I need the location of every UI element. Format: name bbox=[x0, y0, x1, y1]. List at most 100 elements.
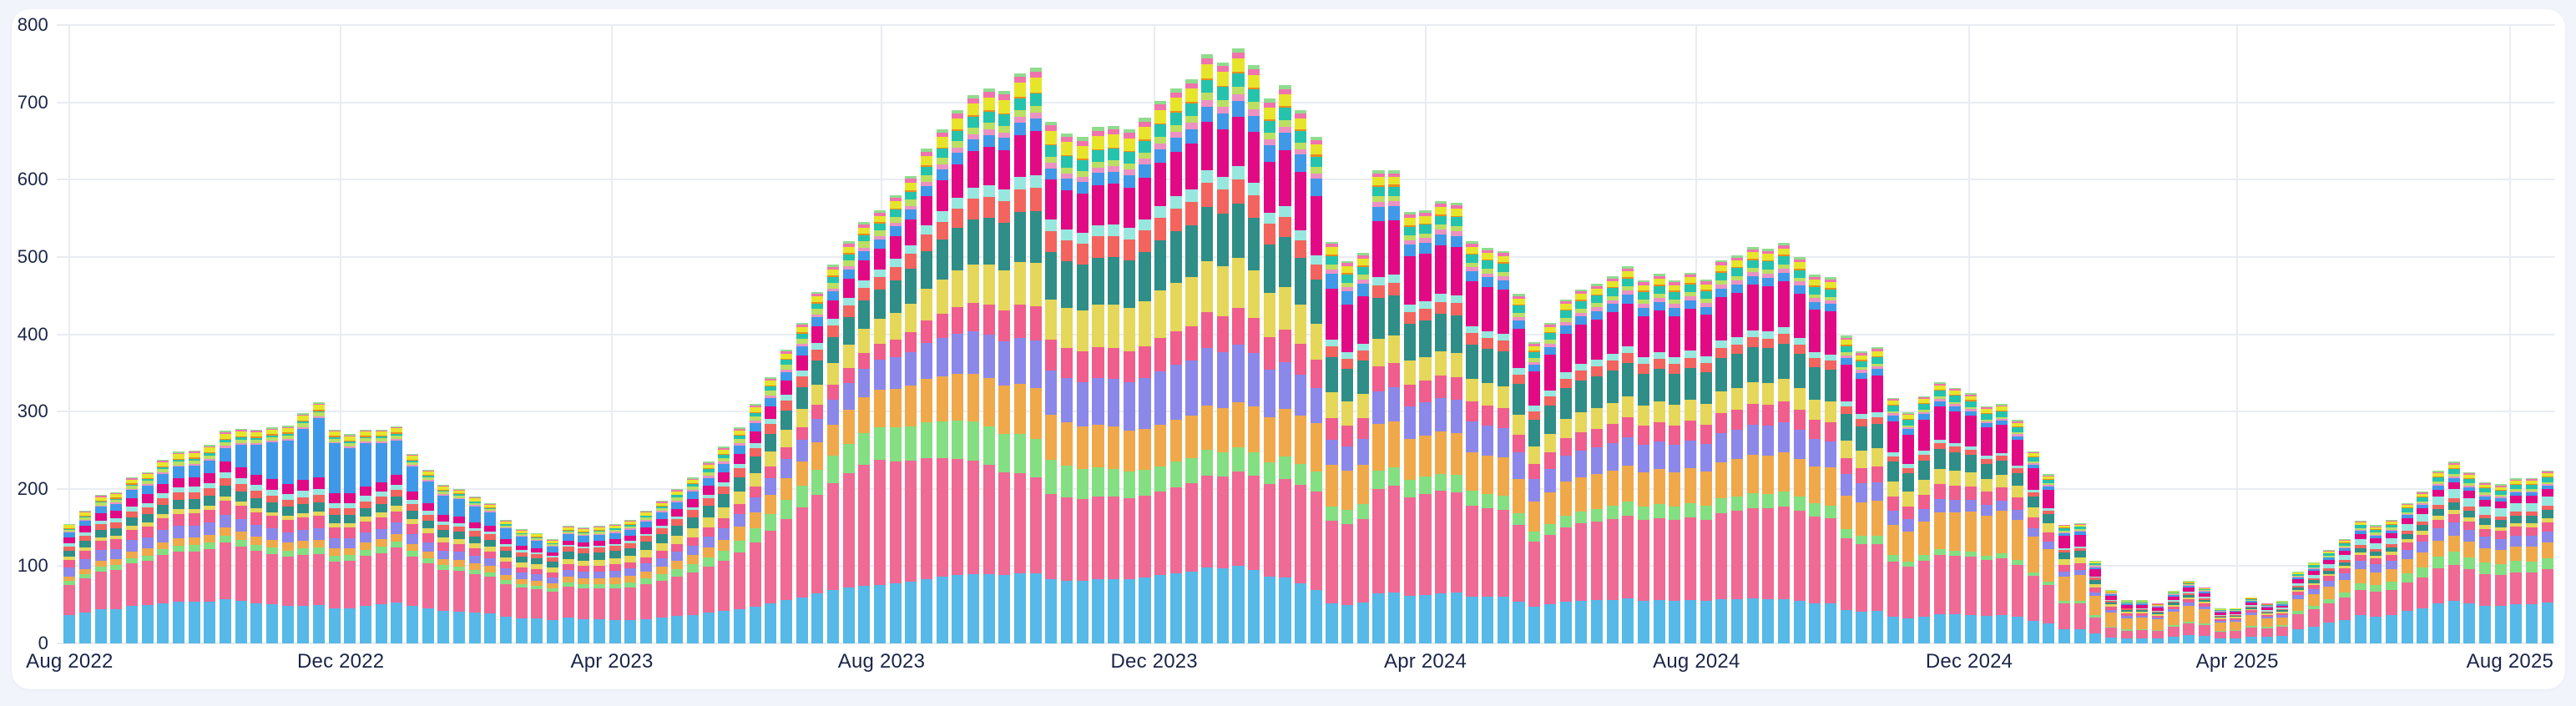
bar[interactable] bbox=[125, 477, 139, 643]
bar[interactable] bbox=[1653, 274, 1665, 643]
bar[interactable] bbox=[2183, 581, 2195, 643]
bar[interactable] bbox=[453, 488, 466, 643]
bar[interactable] bbox=[2073, 522, 2086, 643]
bar[interactable] bbox=[936, 129, 948, 643]
bar[interactable] bbox=[982, 88, 995, 643]
bar[interactable] bbox=[1310, 137, 1322, 643]
bar[interactable] bbox=[1762, 248, 1775, 643]
bar[interactable] bbox=[547, 539, 559, 643]
bar[interactable] bbox=[2136, 600, 2149, 643]
bar[interactable] bbox=[671, 488, 684, 643]
bar[interactable] bbox=[780, 350, 793, 643]
bar[interactable] bbox=[204, 445, 216, 643]
bar[interactable] bbox=[360, 429, 372, 643]
bar[interactable] bbox=[702, 461, 715, 643]
bar[interactable] bbox=[1793, 257, 1806, 643]
bar[interactable] bbox=[2214, 608, 2226, 643]
bar[interactable] bbox=[1887, 397, 1899, 643]
bar[interactable] bbox=[531, 532, 543, 643]
bar[interactable] bbox=[1637, 280, 1649, 643]
bar[interactable] bbox=[2385, 519, 2397, 643]
bar[interactable] bbox=[2354, 520, 2366, 643]
bar[interactable] bbox=[624, 519, 637, 643]
bar[interactable] bbox=[1279, 85, 1291, 643]
bar[interactable] bbox=[765, 376, 777, 643]
bar[interactable] bbox=[1201, 54, 1214, 643]
bar[interactable] bbox=[749, 404, 761, 643]
bar[interactable] bbox=[1996, 404, 2008, 643]
bar[interactable] bbox=[188, 450, 200, 643]
bar[interactable] bbox=[1232, 48, 1245, 643]
bar[interactable] bbox=[827, 265, 840, 643]
bar[interactable] bbox=[1871, 347, 1883, 643]
bar[interactable] bbox=[219, 431, 232, 643]
bar[interactable] bbox=[1933, 381, 1946, 643]
bar[interactable] bbox=[1154, 100, 1167, 643]
bar[interactable] bbox=[391, 426, 403, 643]
bar[interactable] bbox=[1746, 247, 1759, 643]
bar[interactable] bbox=[811, 291, 824, 643]
bar[interactable] bbox=[1840, 335, 1852, 643]
bar[interactable] bbox=[1482, 247, 1494, 643]
bar[interactable] bbox=[1388, 170, 1401, 643]
bar[interactable] bbox=[1902, 412, 1915, 643]
bar[interactable] bbox=[1108, 125, 1120, 643]
bar[interactable] bbox=[297, 413, 310, 643]
bar[interactable] bbox=[655, 500, 668, 643]
bar[interactable] bbox=[2089, 561, 2102, 643]
bar[interactable] bbox=[842, 241, 855, 643]
bar[interactable] bbox=[1575, 289, 1588, 643]
bar[interactable] bbox=[1715, 260, 1728, 643]
bar[interactable] bbox=[328, 429, 341, 643]
bar[interactable] bbox=[1419, 210, 1432, 643]
bar[interactable] bbox=[1684, 272, 1696, 643]
bar[interactable] bbox=[1061, 133, 1073, 643]
bar[interactable] bbox=[858, 222, 871, 643]
bar[interactable] bbox=[796, 322, 808, 643]
bar[interactable] bbox=[235, 428, 247, 643]
bar[interactable] bbox=[1949, 387, 1962, 643]
bar[interactable] bbox=[63, 523, 76, 643]
bar[interactable] bbox=[640, 510, 653, 643]
bar[interactable] bbox=[1964, 393, 1977, 643]
bar[interactable] bbox=[1777, 243, 1790, 643]
bar[interactable] bbox=[2463, 472, 2476, 643]
bar[interactable] bbox=[734, 426, 746, 643]
bar[interactable] bbox=[2027, 451, 2039, 643]
bar[interactable] bbox=[437, 485, 450, 643]
bar[interactable] bbox=[375, 429, 387, 643]
bar[interactable] bbox=[1248, 65, 1260, 643]
bar[interactable] bbox=[1076, 137, 1088, 643]
bar[interactable] bbox=[110, 492, 123, 643]
bar[interactable] bbox=[2417, 491, 2429, 643]
bar[interactable] bbox=[1543, 322, 1556, 643]
bar[interactable] bbox=[1326, 241, 1338, 643]
bar[interactable] bbox=[2447, 461, 2460, 643]
bar[interactable] bbox=[687, 477, 700, 643]
bar[interactable] bbox=[998, 90, 1011, 643]
bar[interactable] bbox=[2120, 600, 2133, 643]
bar[interactable] bbox=[1092, 127, 1104, 643]
bar[interactable] bbox=[2198, 587, 2210, 643]
bar[interactable] bbox=[2011, 420, 2023, 643]
bar[interactable] bbox=[500, 519, 513, 643]
bar[interactable] bbox=[2245, 597, 2257, 643]
bar[interactable] bbox=[2494, 484, 2507, 643]
bar[interactable] bbox=[1513, 294, 1525, 643]
bar[interactable] bbox=[1341, 260, 1354, 643]
bar[interactable] bbox=[1372, 170, 1385, 643]
bar[interactable] bbox=[281, 425, 294, 643]
bar[interactable] bbox=[172, 451, 185, 643]
bar[interactable] bbox=[1014, 73, 1027, 643]
bar[interactable] bbox=[1917, 396, 1930, 643]
bar[interactable] bbox=[2058, 524, 2070, 643]
bar[interactable] bbox=[1824, 277, 1836, 643]
bar[interactable] bbox=[141, 472, 154, 643]
bar[interactable] bbox=[1356, 253, 1369, 643]
bar[interactable] bbox=[78, 510, 92, 643]
bar[interactable] bbox=[952, 110, 964, 643]
bar[interactable] bbox=[1139, 118, 1151, 643]
bar[interactable] bbox=[94, 495, 107, 643]
bar[interactable] bbox=[921, 149, 933, 643]
bar[interactable] bbox=[1466, 241, 1478, 643]
